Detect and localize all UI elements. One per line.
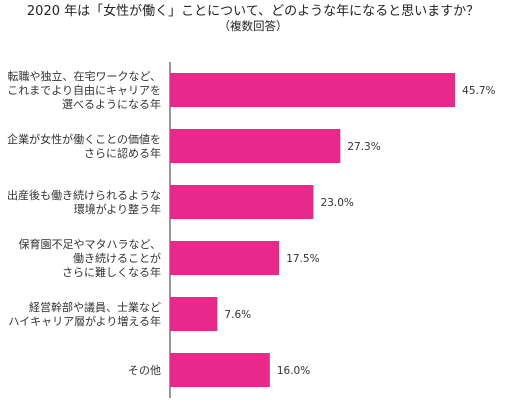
value-label-3: 17.5% xyxy=(286,253,319,265)
category-label-0-line-0: 転職や独立、在宅ワークなど、 xyxy=(8,69,161,83)
category-label-4: 経営幹部や議員、士業などハイキャリア層がより増える年 xyxy=(8,300,161,328)
category-label-2-line-0: 出産後も働き続けられるような xyxy=(7,188,161,202)
category-label-3: 保育園不足やマタハラなど、働き続けることがさらに難しくなる年 xyxy=(19,237,161,279)
category-label-1-line-1: さらに認める年 xyxy=(84,146,161,160)
value-label-0: 45.7% xyxy=(462,85,495,97)
category-label-4-line-0: 経営幹部や議員、士業など xyxy=(29,300,161,314)
value-label-5: 16.0% xyxy=(277,365,310,377)
category-label-2: 出産後も働き続けられるような環境がより整う年 xyxy=(7,188,161,216)
bars-group xyxy=(170,73,456,387)
category-label-1: 企業が女性が働くことの価値をさらに認める年 xyxy=(7,132,161,160)
bar-5 xyxy=(170,353,270,387)
value-labels-group: 45.7% 27.3% 23.0% 17.5% 7.6% 16.0% xyxy=(224,85,495,377)
chart-title: 2020 年は「女性が働く」ことについて、どのような年になると思いますか？ xyxy=(27,3,479,19)
category-label-5: その他 xyxy=(128,364,161,377)
category-label-3-line-0: 保育園不足やマタハラなど、 xyxy=(19,237,161,251)
category-labels-group: 転職や独立、在宅ワークなど、これまでより自由にキャリアを選べるようになる年企業が… xyxy=(7,69,161,377)
category-label-0: 転職や独立、在宅ワークなど、これまでより自由にキャリアを選べるようになる年 xyxy=(7,69,161,111)
category-label-5-line-0: その他 xyxy=(128,364,161,377)
bar-0 xyxy=(170,73,456,107)
category-label-3-line-1: 働き続けることが xyxy=(73,251,161,265)
category-label-2-line-1: 環境がより整う年 xyxy=(74,202,161,216)
bar-3 xyxy=(170,241,280,275)
category-label-1-line-0: 企業が女性が働くことの価値を xyxy=(7,132,161,146)
value-label-4: 7.6% xyxy=(224,309,251,321)
value-label-2: 23.0% xyxy=(321,197,354,209)
chart-subtitle: （複数回答） xyxy=(219,19,288,33)
bar-2 xyxy=(170,185,314,219)
category-label-0-line-2: 選べるようになる年 xyxy=(62,97,161,111)
category-label-4-line-1: ハイキャリア層がより増える年 xyxy=(8,314,161,328)
category-label-0-line-1: これまでより自由にキャリアを xyxy=(7,83,161,97)
value-label-1: 27.3% xyxy=(347,141,380,153)
bar-4 xyxy=(170,297,218,331)
category-label-3-line-2: さらに難しくなる年 xyxy=(62,265,161,279)
bar-1 xyxy=(170,129,341,163)
